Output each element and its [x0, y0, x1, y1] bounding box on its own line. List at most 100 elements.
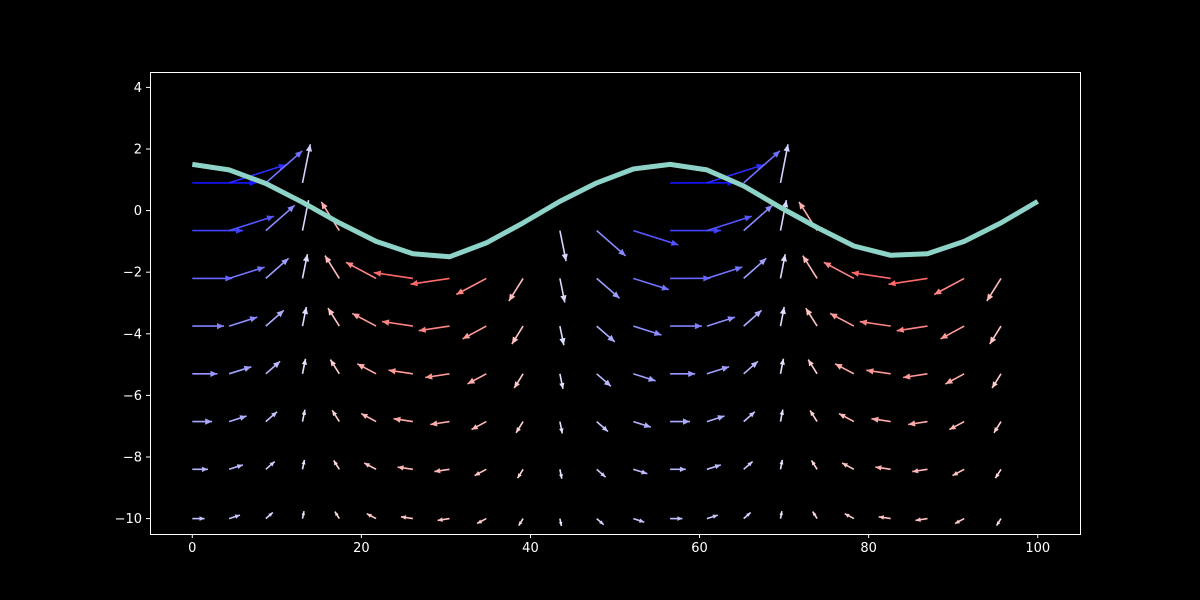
arrow-head — [670, 239, 679, 246]
velocity-arrow — [265, 309, 285, 327]
arrow-head — [239, 415, 247, 421]
arrow-head — [844, 513, 850, 518]
velocity-arrow — [515, 421, 524, 434]
y-tick-label: −10 — [115, 512, 142, 527]
velocity-arrow — [559, 325, 566, 346]
velocity-arrow — [908, 420, 928, 427]
y-tick-label: 4 — [134, 81, 142, 96]
velocity-arrow — [596, 468, 607, 478]
x-tick-label: 100 — [1025, 541, 1050, 556]
velocity-arrow — [345, 261, 377, 280]
arrow-head — [388, 368, 396, 375]
plot-frame — [150, 72, 1081, 535]
velocity-arrow — [388, 368, 414, 375]
velocity-arrow — [516, 468, 524, 479]
arrow-head — [467, 377, 476, 384]
arrow-head — [425, 373, 433, 380]
arrow-head — [268, 512, 273, 517]
arrow-head — [618, 248, 626, 256]
velocity-arrow — [933, 277, 965, 296]
velocity-arrow — [228, 316, 258, 327]
velocity-arrow — [859, 319, 891, 327]
arrow-shaft — [633, 229, 679, 246]
arrow-head — [477, 519, 483, 524]
velocity-arrow — [834, 363, 855, 375]
arrow-head — [334, 511, 339, 516]
arrow-head — [462, 332, 471, 339]
velocity-arrow — [945, 373, 965, 385]
velocity-arrow — [807, 359, 818, 375]
velocity-arrow — [954, 517, 965, 525]
arrow-head — [559, 337, 566, 346]
velocity-arrow — [430, 420, 450, 427]
velocity-arrow — [265, 460, 276, 470]
velocity-arrow — [743, 204, 773, 232]
arrow-head — [301, 358, 307, 365]
velocity-arrow — [400, 515, 414, 520]
arrow-head — [302, 254, 310, 262]
velocity-arrow — [633, 420, 652, 428]
velocity-arrow — [596, 517, 605, 526]
arrow-head — [271, 411, 278, 418]
arrow-head — [278, 163, 286, 170]
velocity-arrow — [228, 514, 241, 520]
velocity-arrow — [265, 511, 274, 520]
y-axis: −10 −8 −6 −4 −2 0 2 4 — [115, 81, 150, 527]
arrow-shaft — [228, 215, 275, 232]
arrow-head — [955, 519, 960, 524]
x-tick-label: 80 — [860, 541, 877, 556]
velocity-arrow — [706, 464, 722, 471]
arrow-head — [301, 511, 305, 516]
y-tick-label: −6 — [123, 389, 142, 404]
velocity-arrow — [559, 421, 564, 434]
velocity-arrow — [706, 266, 743, 280]
arrow-head — [474, 471, 481, 476]
arrow-head — [600, 472, 606, 478]
velocity-arrow — [228, 415, 247, 423]
arrow-head — [410, 280, 418, 287]
arrow-head — [779, 307, 786, 315]
velocity-arrow — [265, 360, 281, 375]
velocity-arrow — [706, 215, 753, 232]
velocity-arrow — [802, 255, 818, 279]
velocity-arrow — [393, 416, 414, 423]
arrow-head — [744, 215, 752, 222]
arrow-head — [750, 361, 758, 368]
x-tick-label: 60 — [691, 541, 708, 556]
arrow-head — [202, 466, 208, 472]
arrow-head — [302, 307, 308, 315]
arrow-head — [912, 468, 919, 474]
velocity-arrow — [989, 325, 1002, 345]
velocity-arrow — [706, 316, 736, 327]
arrow-head — [269, 461, 275, 467]
velocity-arrow — [351, 312, 377, 327]
velocity-arrow — [670, 418, 690, 425]
arrow-head — [430, 420, 438, 427]
velocity-arrow — [779, 358, 785, 374]
velocity-arrow — [912, 468, 928, 474]
arrow-head — [896, 326, 905, 333]
velocity-arrow — [743, 411, 756, 423]
arrow-head — [257, 266, 265, 273]
velocity-arrow — [327, 307, 340, 327]
velocity-arrow — [706, 415, 725, 423]
velocity-arrow — [779, 409, 784, 422]
velocity-arrow — [333, 459, 340, 470]
arrow-head — [779, 511, 783, 516]
arrow-head — [835, 363, 843, 370]
arrow-head — [949, 424, 957, 430]
velocity-arrow — [559, 278, 567, 303]
arrow-head — [679, 466, 686, 472]
arrow-head — [875, 465, 882, 471]
arrow-head — [648, 375, 656, 382]
arrow-head — [805, 308, 813, 316]
arrow-shaft — [265, 150, 303, 184]
arrow-head — [243, 365, 252, 372]
arrow-head — [639, 518, 645, 523]
arrow-head — [779, 409, 784, 415]
velocity-arrow — [805, 307, 818, 327]
arrow-head — [908, 420, 916, 427]
velocity-arrow — [706, 365, 730, 375]
arrow-head — [811, 460, 816, 466]
velocity-arrow — [192, 418, 213, 425]
